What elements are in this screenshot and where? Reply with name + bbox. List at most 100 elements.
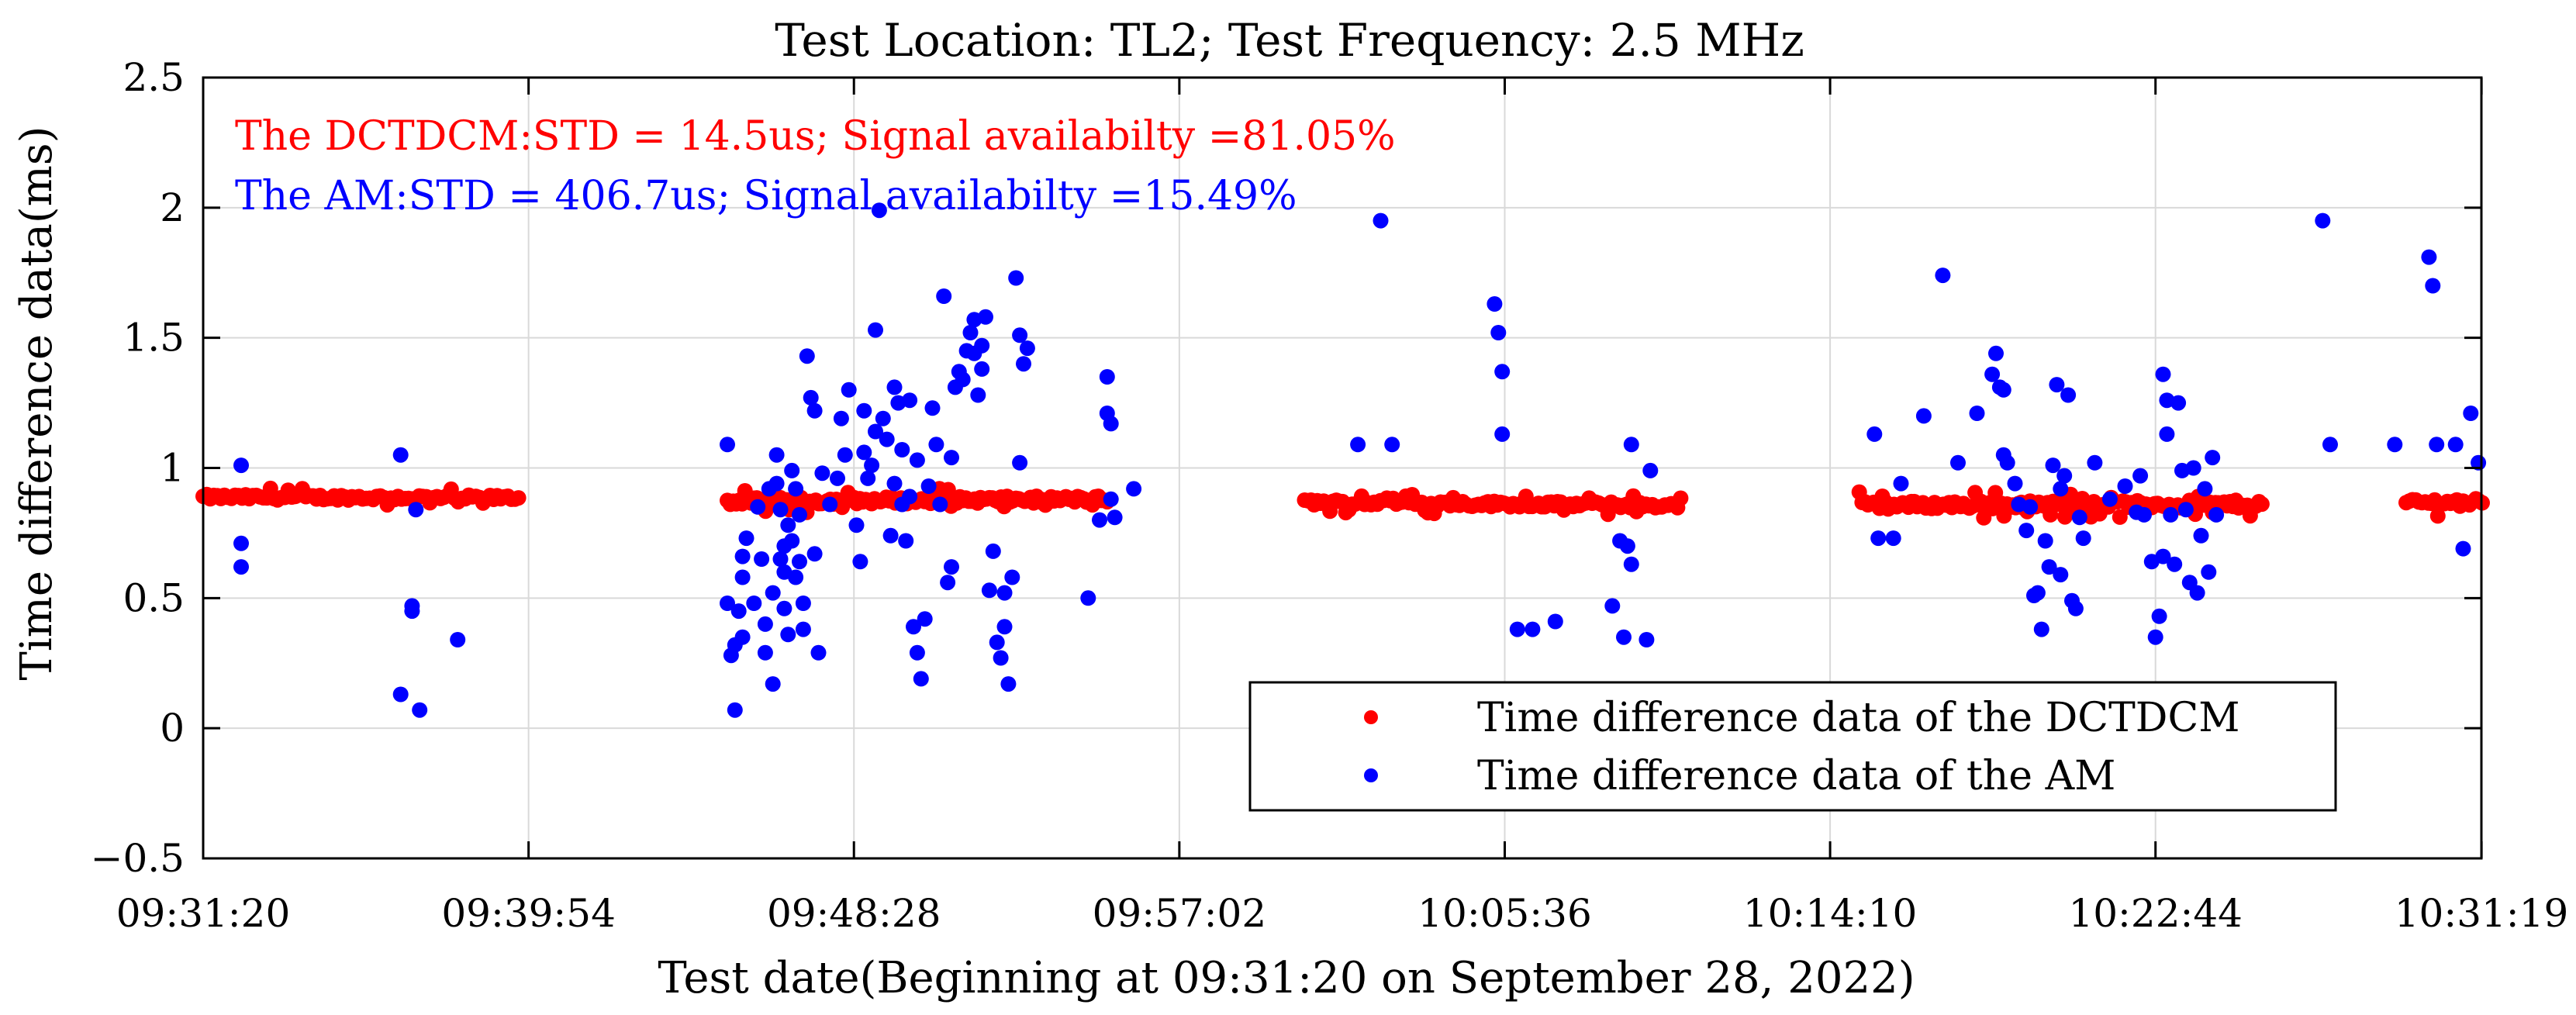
am-point: [734, 548, 751, 564]
am-point: [837, 447, 853, 463]
am-point: [1995, 381, 2011, 398]
am-point: [1008, 270, 1024, 286]
am-point: [1988, 345, 2004, 361]
tick-marks: [202, 76, 2483, 860]
am-point: [909, 452, 925, 468]
am-point: [730, 603, 747, 620]
am-point: [989, 634, 1005, 651]
am-point: [2429, 437, 2445, 453]
am-point: [1092, 512, 1107, 528]
am-point: [408, 502, 424, 518]
am-point: [1000, 676, 1017, 692]
am-point: [2167, 556, 2183, 572]
am-point: [2163, 506, 2179, 523]
am-point: [772, 551, 789, 567]
legend: Time difference data of the DCTDCM Time …: [1248, 681, 2337, 812]
am-point: [1638, 632, 1655, 647]
am-point: [803, 389, 819, 406]
am-point: [2147, 629, 2163, 645]
am-series: [233, 202, 2487, 718]
am-point: [2185, 460, 2201, 476]
am-point: [750, 499, 766, 515]
am-point: [1350, 437, 1366, 453]
am-point: [2205, 450, 2221, 466]
am-point: [1915, 408, 1932, 424]
am-point: [868, 423, 883, 440]
am-point: [2315, 212, 2331, 229]
am-point: [981, 582, 997, 599]
am-point: [856, 444, 872, 461]
am-point: [1004, 569, 1020, 585]
am-point: [924, 400, 941, 416]
am-point: [2022, 499, 2039, 515]
am-point: [1494, 426, 1511, 442]
am-point: [1984, 366, 2001, 382]
y-axis-title: Time difference data(ms): [12, 126, 62, 681]
am-point: [996, 585, 1013, 601]
am-point: [806, 546, 823, 562]
y-tick-label: 1.5: [123, 316, 185, 361]
am-point: [940, 575, 956, 591]
am-point: [2387, 437, 2403, 453]
am-point: [2075, 530, 2091, 547]
am-point: [856, 402, 872, 419]
am-point: [875, 410, 891, 426]
y-tick-label: −0.5: [91, 836, 185, 881]
am-point: [2208, 506, 2225, 523]
am-point: [848, 517, 865, 533]
am-point: [1999, 454, 2015, 471]
y-tick-label: 1: [160, 446, 185, 491]
x-tick-label: 09:48:28: [767, 891, 941, 936]
am-point: [2053, 567, 2069, 583]
am-point: [233, 559, 249, 575]
am-point: [913, 671, 929, 687]
am-point: [1623, 556, 1639, 572]
am-point: [1547, 613, 1563, 630]
am-point: [757, 616, 773, 632]
am-point: [2037, 533, 2053, 549]
am-point: [780, 517, 796, 533]
am-point: [833, 410, 849, 426]
am-point: [2136, 506, 2152, 523]
am-point: [944, 450, 959, 466]
am-point: [993, 650, 1009, 666]
am-point: [970, 387, 986, 403]
am-point: [962, 325, 979, 340]
am-point: [2189, 585, 2205, 601]
x-axis-title: Test date(Beginning at 09:31:20 on Septe…: [658, 953, 1915, 1003]
am-point: [412, 702, 428, 718]
am-point: [1487, 296, 1503, 312]
am-point: [2056, 468, 2073, 484]
am-point: [1623, 437, 1639, 453]
am-point: [2193, 527, 2209, 544]
am-point: [864, 457, 880, 474]
am-point: [852, 554, 868, 570]
am-point: [985, 543, 1001, 559]
am-point: [734, 629, 751, 645]
annotation-dctdcm: The DCTDCM:STD = 14.5us; Signal availabi…: [235, 113, 1396, 160]
am-point: [974, 361, 990, 377]
am-point: [898, 533, 914, 549]
legend-label-dctdcm: Time difference data of the DCTDCM: [1477, 695, 2239, 741]
am-point: [1019, 340, 1035, 357]
am-point: [902, 489, 918, 505]
am-point: [2155, 548, 2171, 564]
am-point: [1126, 481, 1142, 497]
am-point: [2007, 475, 2023, 492]
am-point: [2155, 366, 2171, 382]
am-point: [792, 554, 807, 570]
x-tick-label: 09:57:02: [1093, 891, 1267, 936]
annotation-am: The AM:STD = 406.7us; Signal availabilty…: [235, 173, 1297, 219]
am-point: [886, 475, 903, 492]
am-point: [233, 535, 249, 551]
am-point: [2151, 608, 2167, 624]
dctdcm-point: [2042, 506, 2059, 523]
y-tick-label: 0.5: [123, 575, 185, 620]
am-point: [746, 596, 762, 611]
am-point: [1384, 437, 1400, 453]
am-point: [2197, 481, 2213, 497]
am-point: [2053, 481, 2069, 497]
am-point: [978, 309, 993, 325]
am-point: [788, 569, 804, 585]
